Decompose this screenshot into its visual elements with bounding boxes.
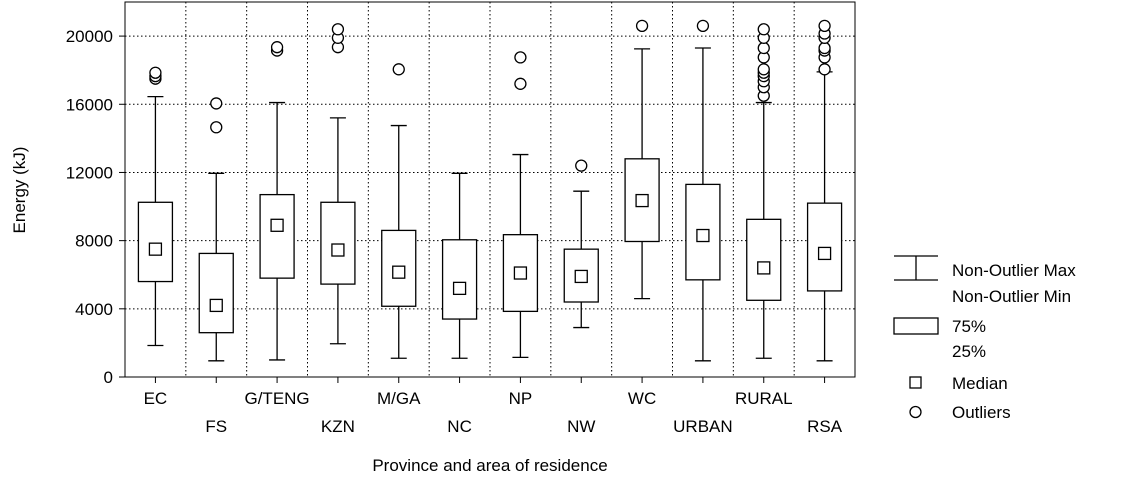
outlier-point [757, 63, 770, 76]
legend-outlier-symbol [909, 405, 922, 419]
median-marker [209, 298, 223, 313]
outlier-point [514, 77, 527, 90]
box-nc [441, 172, 478, 359]
outlier-point [392, 63, 405, 76]
y-tick-label: 4000 [75, 300, 113, 319]
outlier-point [635, 19, 649, 33]
outlier-point [575, 159, 588, 172]
grid-lines [125, 2, 855, 377]
median-marker [817, 246, 832, 261]
x-tick-label: FS [205, 417, 227, 436]
outlier-point [696, 19, 710, 33]
legend-box-lower: 25% [952, 342, 986, 361]
outlier-point [210, 97, 223, 110]
y-tick-label: 12000 [66, 163, 113, 182]
outlier-point [210, 121, 223, 134]
outlier-point [149, 66, 162, 79]
legend-box-upper: 75% [952, 317, 986, 336]
outlier-point [818, 19, 831, 33]
x-tick-label: M/GA [377, 389, 421, 408]
median-marker [574, 269, 588, 284]
iqr-box [137, 201, 174, 283]
outlier-point [331, 23, 345, 36]
x-tick-label: RURAL [735, 389, 793, 408]
box-ec [137, 66, 174, 347]
median-marker [148, 242, 163, 256]
outlier-point [757, 41, 770, 55]
legend-box-symbol [893, 317, 939, 335]
box-wc [624, 19, 660, 300]
y-axis-label: Energy (kJ) [10, 147, 29, 234]
x-tick-label: G/TENG [244, 389, 309, 408]
legend-whisker-symbol [894, 255, 938, 281]
outlier-point [514, 51, 527, 64]
legend-whisker-max: Non-Outlier Max [952, 261, 1076, 280]
x-tick-label: NW [567, 417, 595, 436]
y-tick-label: 20000 [66, 27, 113, 46]
x-tick-label: NC [447, 417, 472, 436]
median-marker [513, 266, 528, 280]
iqr-box [259, 193, 295, 279]
box-g-teng [259, 41, 295, 361]
box-rural [746, 23, 782, 359]
y-tick-label: 16000 [66, 95, 113, 114]
legend-median-symbol [909, 376, 922, 389]
box-np [502, 51, 539, 359]
outlier-point [818, 63, 831, 76]
iqr-box [198, 252, 234, 334]
box-kzn [320, 23, 356, 345]
x-tick-label: KZN [321, 417, 355, 436]
outlier-point [270, 41, 284, 54]
x-tick-label: URBAN [673, 417, 733, 436]
box-m-ga [381, 63, 417, 359]
outlier-point [818, 41, 831, 55]
legend: Non-Outlier Max Non-Outlier Min 75% 25% … [893, 255, 1076, 422]
box-rsa [806, 19, 843, 362]
outlier-point [757, 23, 770, 36]
y-tick-label: 8000 [75, 232, 113, 251]
x-tick-label: RSA [807, 417, 843, 436]
plot-frame [124, 1, 856, 378]
median-marker [270, 218, 284, 232]
y-tick-label: 0 [104, 368, 113, 387]
median-marker [331, 243, 345, 257]
median-marker [696, 228, 710, 243]
x-tick-label: WC [628, 389, 656, 408]
box-plot-series [137, 19, 843, 362]
x-tick-label: NP [509, 389, 533, 408]
x-axis-label: Province and area of residence [372, 456, 607, 475]
legend-outliers: Outliers [952, 403, 1011, 422]
box-nw [563, 159, 599, 329]
iqr-box [441, 239, 478, 320]
median-marker [452, 281, 467, 296]
legend-whisker-min: Non-Outlier Min [952, 287, 1071, 306]
x-tick-label: EC [144, 389, 168, 408]
iqr-box [746, 218, 782, 301]
median-marker [392, 265, 406, 279]
y-axis: 0 4000 8000 12000 16000 20000 [66, 27, 125, 387]
median-marker [757, 261, 771, 275]
box-fs [198, 97, 234, 362]
legend-median: Median [952, 374, 1008, 393]
median-marker [635, 193, 649, 208]
box-urban [685, 19, 721, 362]
iqr-box [320, 201, 356, 285]
